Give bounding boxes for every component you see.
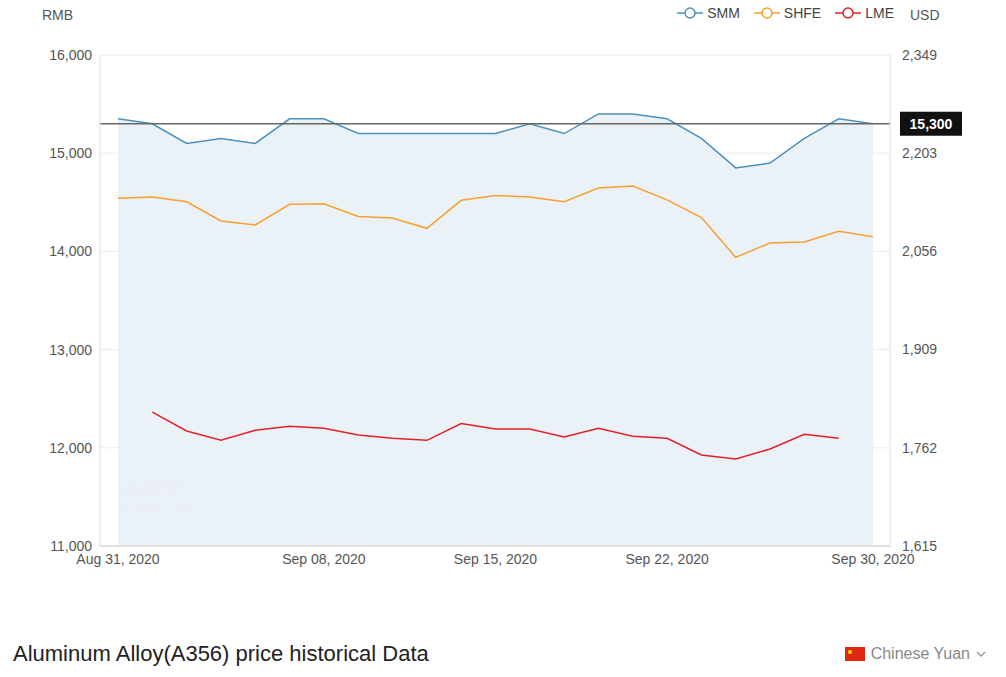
html-text:RMB: RMB [42, 7, 74, 23]
html-text:LME: LME [865, 5, 894, 21]
html-text:metal.com: metal.com [120, 499, 195, 516]
svg-text:15,300: 15,300 [910, 116, 953, 132]
svg-text:Sep 22, 2020: Sep 22, 2020 [625, 551, 709, 567]
svg-text:11,000: 11,000 [50, 538, 92, 554]
svg-text:Sep 08, 2020: Sep 08, 2020 [282, 551, 366, 567]
svg-text:13,000: 13,000 [49, 342, 92, 358]
svg-text:1,762: 1,762 [902, 440, 937, 456]
svg-text:2,349: 2,349 [902, 47, 937, 63]
html-text:Chinese Yuan: Chinese Yuan [870, 645, 970, 662]
html-text:SHFE: SHFE [783, 5, 822, 21]
html-text:USD: USD [910, 7, 940, 23]
svg-text:16,000: 16,000 [49, 47, 92, 63]
svg-text:2,056: 2,056 [902, 243, 937, 259]
html-text:SMM: SMM [120, 470, 186, 501]
svg-text:Sep 30, 2020: Sep 30, 2020 [831, 550, 915, 567]
svg-text:1,909: 1,909 [902, 341, 937, 357]
svg-text:1,615: 1,615 [902, 538, 937, 554]
svg-text:12,000: 12,000 [49, 440, 92, 456]
html-text:Aluminum Alloy(A356) price his: Aluminum Alloy(A356) price historical Da… [13, 641, 429, 666]
svg-text:2,203: 2,203 [902, 145, 937, 161]
svg-text:Aug 31, 2020: Aug 31, 2020 [76, 550, 160, 567]
svg-text:Sep 15, 2020: Sep 15, 2020 [454, 551, 538, 567]
svg-text:14,000: 14,000 [49, 243, 92, 259]
svg-text:15,000: 15,000 [49, 145, 92, 161]
html-text:SMM: SMM [707, 5, 740, 21]
